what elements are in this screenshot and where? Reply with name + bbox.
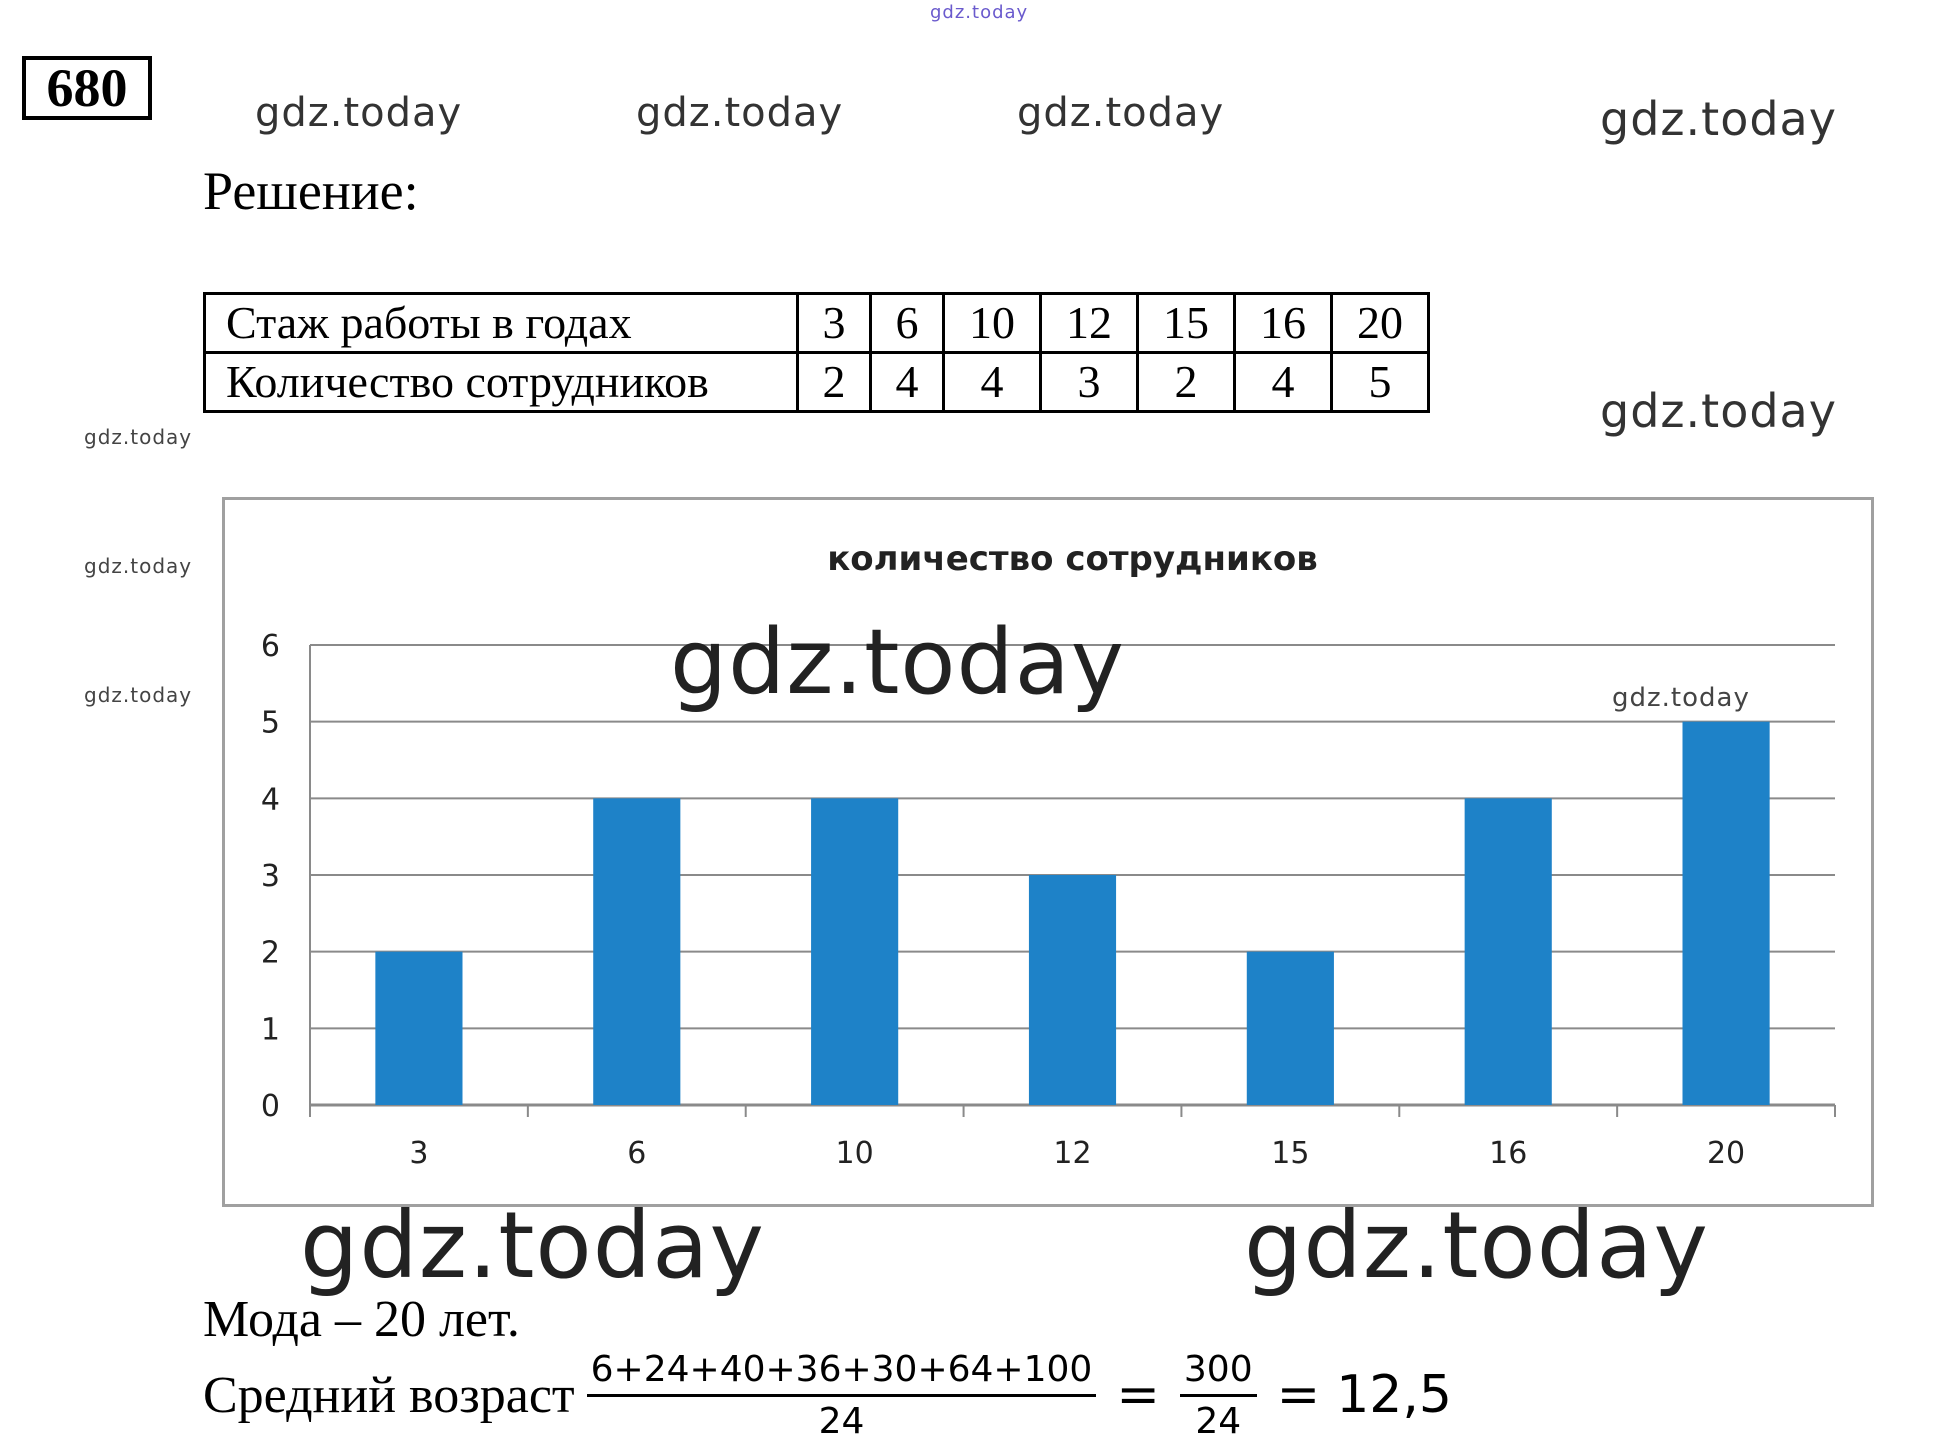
watermark: gdz.today	[84, 683, 193, 707]
data-table: Стаж работы в годах 3 6 10 12 15 16 20 К…	[203, 292, 1430, 413]
y-tick-label: 4	[261, 782, 280, 817]
bar	[593, 798, 681, 1105]
y-tick-label: 5	[261, 706, 280, 741]
table-row: Количество сотрудников 2 4 4 3 2 4 5	[203, 351, 1430, 413]
fraction-denominator: 24	[1195, 1400, 1242, 1442]
watermark: gdz.today	[84, 554, 193, 578]
watermark: gdz.today	[1600, 92, 1837, 146]
table-cell: 5	[1330, 351, 1430, 413]
fraction-numerator: 300	[1179, 1349, 1257, 1397]
table-header-cell: Количество сотрудников	[203, 351, 799, 413]
chart: количество сотрудников 0 1 2 3 4 5 6 3 6 10 12 15 16 2…	[222, 497, 1874, 1207]
mean-label: Средний возраст	[203, 1366, 575, 1424]
table-cell: 2	[796, 351, 872, 413]
watermark: gdz.today	[1017, 90, 1225, 136]
table-cell: 3	[1039, 351, 1139, 413]
bar	[1464, 798, 1552, 1105]
table-cell: 10	[942, 292, 1042, 354]
equals-sign: =	[1276, 1365, 1321, 1425]
y-tick-label: 0	[261, 1089, 280, 1124]
table-cell: 4	[942, 351, 1042, 413]
watermark-top: gdz.today	[930, 2, 1029, 23]
table-cell: 15	[1136, 292, 1236, 354]
bar	[1028, 875, 1117, 1105]
equals-sign: =	[1116, 1365, 1160, 1425]
bar	[1246, 951, 1334, 1105]
watermark: gdz.today	[300, 1192, 765, 1299]
watermark: gdz.today	[670, 610, 1126, 715]
watermark: gdz.today	[1600, 384, 1837, 438]
table-cell: 12	[1039, 292, 1139, 354]
table-cell: 4	[1233, 351, 1333, 413]
bar	[375, 951, 463, 1105]
chart-title: количество сотрудников	[827, 539, 1318, 579]
mean-formula: Средний возраст 6+24+40+36+30+64+100 24 …	[203, 1340, 1452, 1450]
table-cell: 4	[869, 351, 945, 413]
watermark: gdz.today	[255, 90, 463, 136]
fraction-denominator: 24	[818, 1400, 865, 1442]
task-number: 680	[22, 56, 152, 120]
y-tick-label: 6	[261, 629, 280, 664]
x-tick-label: 6	[627, 1136, 646, 1171]
table-header-cell: Стаж работы в годах	[203, 292, 799, 354]
solution-heading: Решение:	[203, 161, 419, 221]
bar	[811, 798, 899, 1105]
table-cell: 20	[1330, 292, 1430, 354]
fraction-numerator: 6+24+40+36+30+64+100	[586, 1349, 1097, 1397]
table-cell: 6	[869, 292, 945, 354]
y-tick-label: 3	[261, 859, 280, 894]
mean-result: 12,5	[1336, 1365, 1452, 1425]
watermark: gdz.today	[84, 425, 193, 449]
fraction: 300 24	[1179, 1349, 1257, 1442]
table-cell: 16	[1233, 292, 1333, 354]
table-row: Стаж работы в годах 3 6 10 12 15 16 20	[203, 292, 1430, 354]
x-tick-label: 15	[1271, 1136, 1309, 1171]
fraction: 6+24+40+36+30+64+100 24	[586, 1349, 1097, 1442]
x-tick-label: 12	[1053, 1136, 1091, 1171]
mode-text: Мода – 20 лет.	[203, 1291, 520, 1348]
y-tick-label: 2	[261, 936, 280, 971]
x-tick-label: 10	[836, 1136, 874, 1171]
table-cell: 3	[796, 292, 872, 354]
watermark: gdz.today	[1244, 1192, 1709, 1299]
table-cell: 2	[1136, 351, 1236, 413]
x-tick-label: 3	[409, 1136, 428, 1171]
x-tick-label: 20	[1707, 1136, 1745, 1171]
bar	[1682, 721, 1770, 1105]
y-tick-label: 1	[261, 1012, 280, 1047]
watermark: gdz.today	[1612, 683, 1750, 713]
x-tick-label: 16	[1489, 1136, 1527, 1171]
watermark: gdz.today	[636, 90, 844, 136]
